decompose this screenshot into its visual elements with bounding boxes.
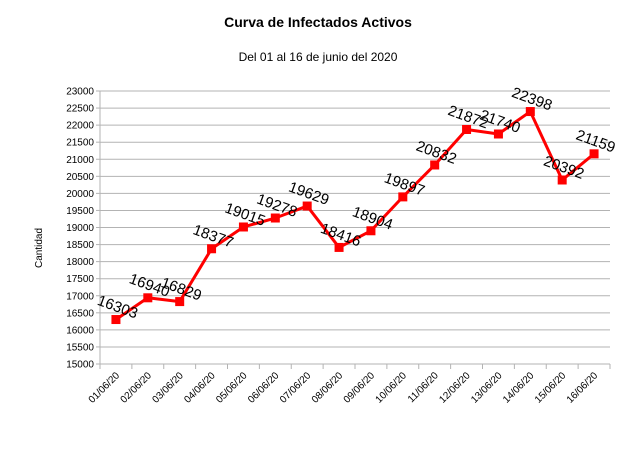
data-labels: 1630316940168291837719015192781962918416…	[95, 84, 618, 322]
y-axis-ticks: 15000 15500 16000 16500 17000 17500 18000 18500…	[66, 87, 94, 371]
series-line-path	[115, 110, 596, 321]
x-tick-label: 02/06/20	[119, 370, 155, 406]
data-point-marker	[334, 242, 344, 252]
data-point-marker	[270, 213, 280, 223]
x-tick-label: 07/06/20	[278, 370, 314, 406]
chart-title: Curva de Infectados Activos	[224, 14, 412, 30]
y-tick-label: 19000	[66, 223, 94, 234]
chart-subtitle: Del 01 al 16 de junio del 2020	[238, 50, 398, 64]
x-tick-label: 14/06/20	[501, 370, 537, 406]
y-tick-label: 20500	[66, 172, 94, 183]
y-tick-label: 22000	[66, 121, 94, 132]
y-tick-label: 20000	[66, 189, 94, 200]
x-tick-label: 05/06/20	[214, 370, 250, 406]
y-tick-label: 21000	[66, 155, 94, 166]
data-point-marker	[430, 160, 440, 170]
x-tick-label: 04/06/20	[182, 370, 218, 406]
x-tick-label: 03/06/20	[150, 370, 186, 406]
y-tick-label: 18500	[66, 240, 94, 251]
data-point-marker	[207, 244, 217, 254]
x-tick-label: 15/06/20	[533, 370, 569, 406]
x-axis-ticks: 01/06/2002/06/2003/06/2004/06/2005/06/20…	[87, 370, 601, 406]
y-tick-label: 22500	[66, 104, 94, 115]
data-point-marker	[525, 107, 535, 117]
y-tick-label: 19500	[66, 206, 94, 217]
data-point-marker	[143, 293, 153, 303]
y-axis-title: Cantidad	[34, 228, 45, 268]
y-tick-label: 15000	[66, 360, 94, 371]
data-point-marker	[557, 175, 567, 185]
y-tick-label: 17000	[66, 291, 94, 302]
y-tick-label: 18000	[66, 257, 94, 268]
data-point-marker	[111, 315, 121, 325]
x-tick-label: 09/06/20	[342, 370, 378, 406]
data-point-marker	[302, 201, 312, 211]
x-tick-label: 13/06/20	[469, 370, 505, 406]
data-point-marker	[366, 226, 376, 236]
y-tick-label: 16000	[66, 325, 94, 336]
data-point-marker	[589, 149, 599, 159]
data-point-marker	[462, 124, 472, 134]
x-tick-label: 11/06/20	[406, 370, 441, 405]
data-point-marker	[175, 297, 185, 307]
y-tick-label: 17500	[66, 274, 94, 285]
x-tick-label: 16/06/20	[565, 370, 601, 406]
y-tick-label: 16500	[66, 308, 94, 319]
x-tick-label: 01/06/20	[87, 370, 123, 406]
series-line	[111, 107, 599, 325]
data-point-marker	[493, 129, 503, 139]
y-tick-label: 23000	[66, 87, 94, 98]
data-point-marker	[238, 222, 248, 232]
data-point-marker	[398, 192, 408, 202]
x-tick-label: 06/06/20	[246, 370, 282, 406]
x-tick-label: 10/06/20	[374, 370, 410, 406]
grid-lines	[96, 90, 611, 369]
x-tick-label: 08/06/20	[310, 370, 346, 406]
x-tick-label: 12/06/20	[437, 370, 473, 406]
y-tick-label: 15500	[66, 342, 94, 353]
y-tick-label: 21500	[66, 138, 94, 149]
